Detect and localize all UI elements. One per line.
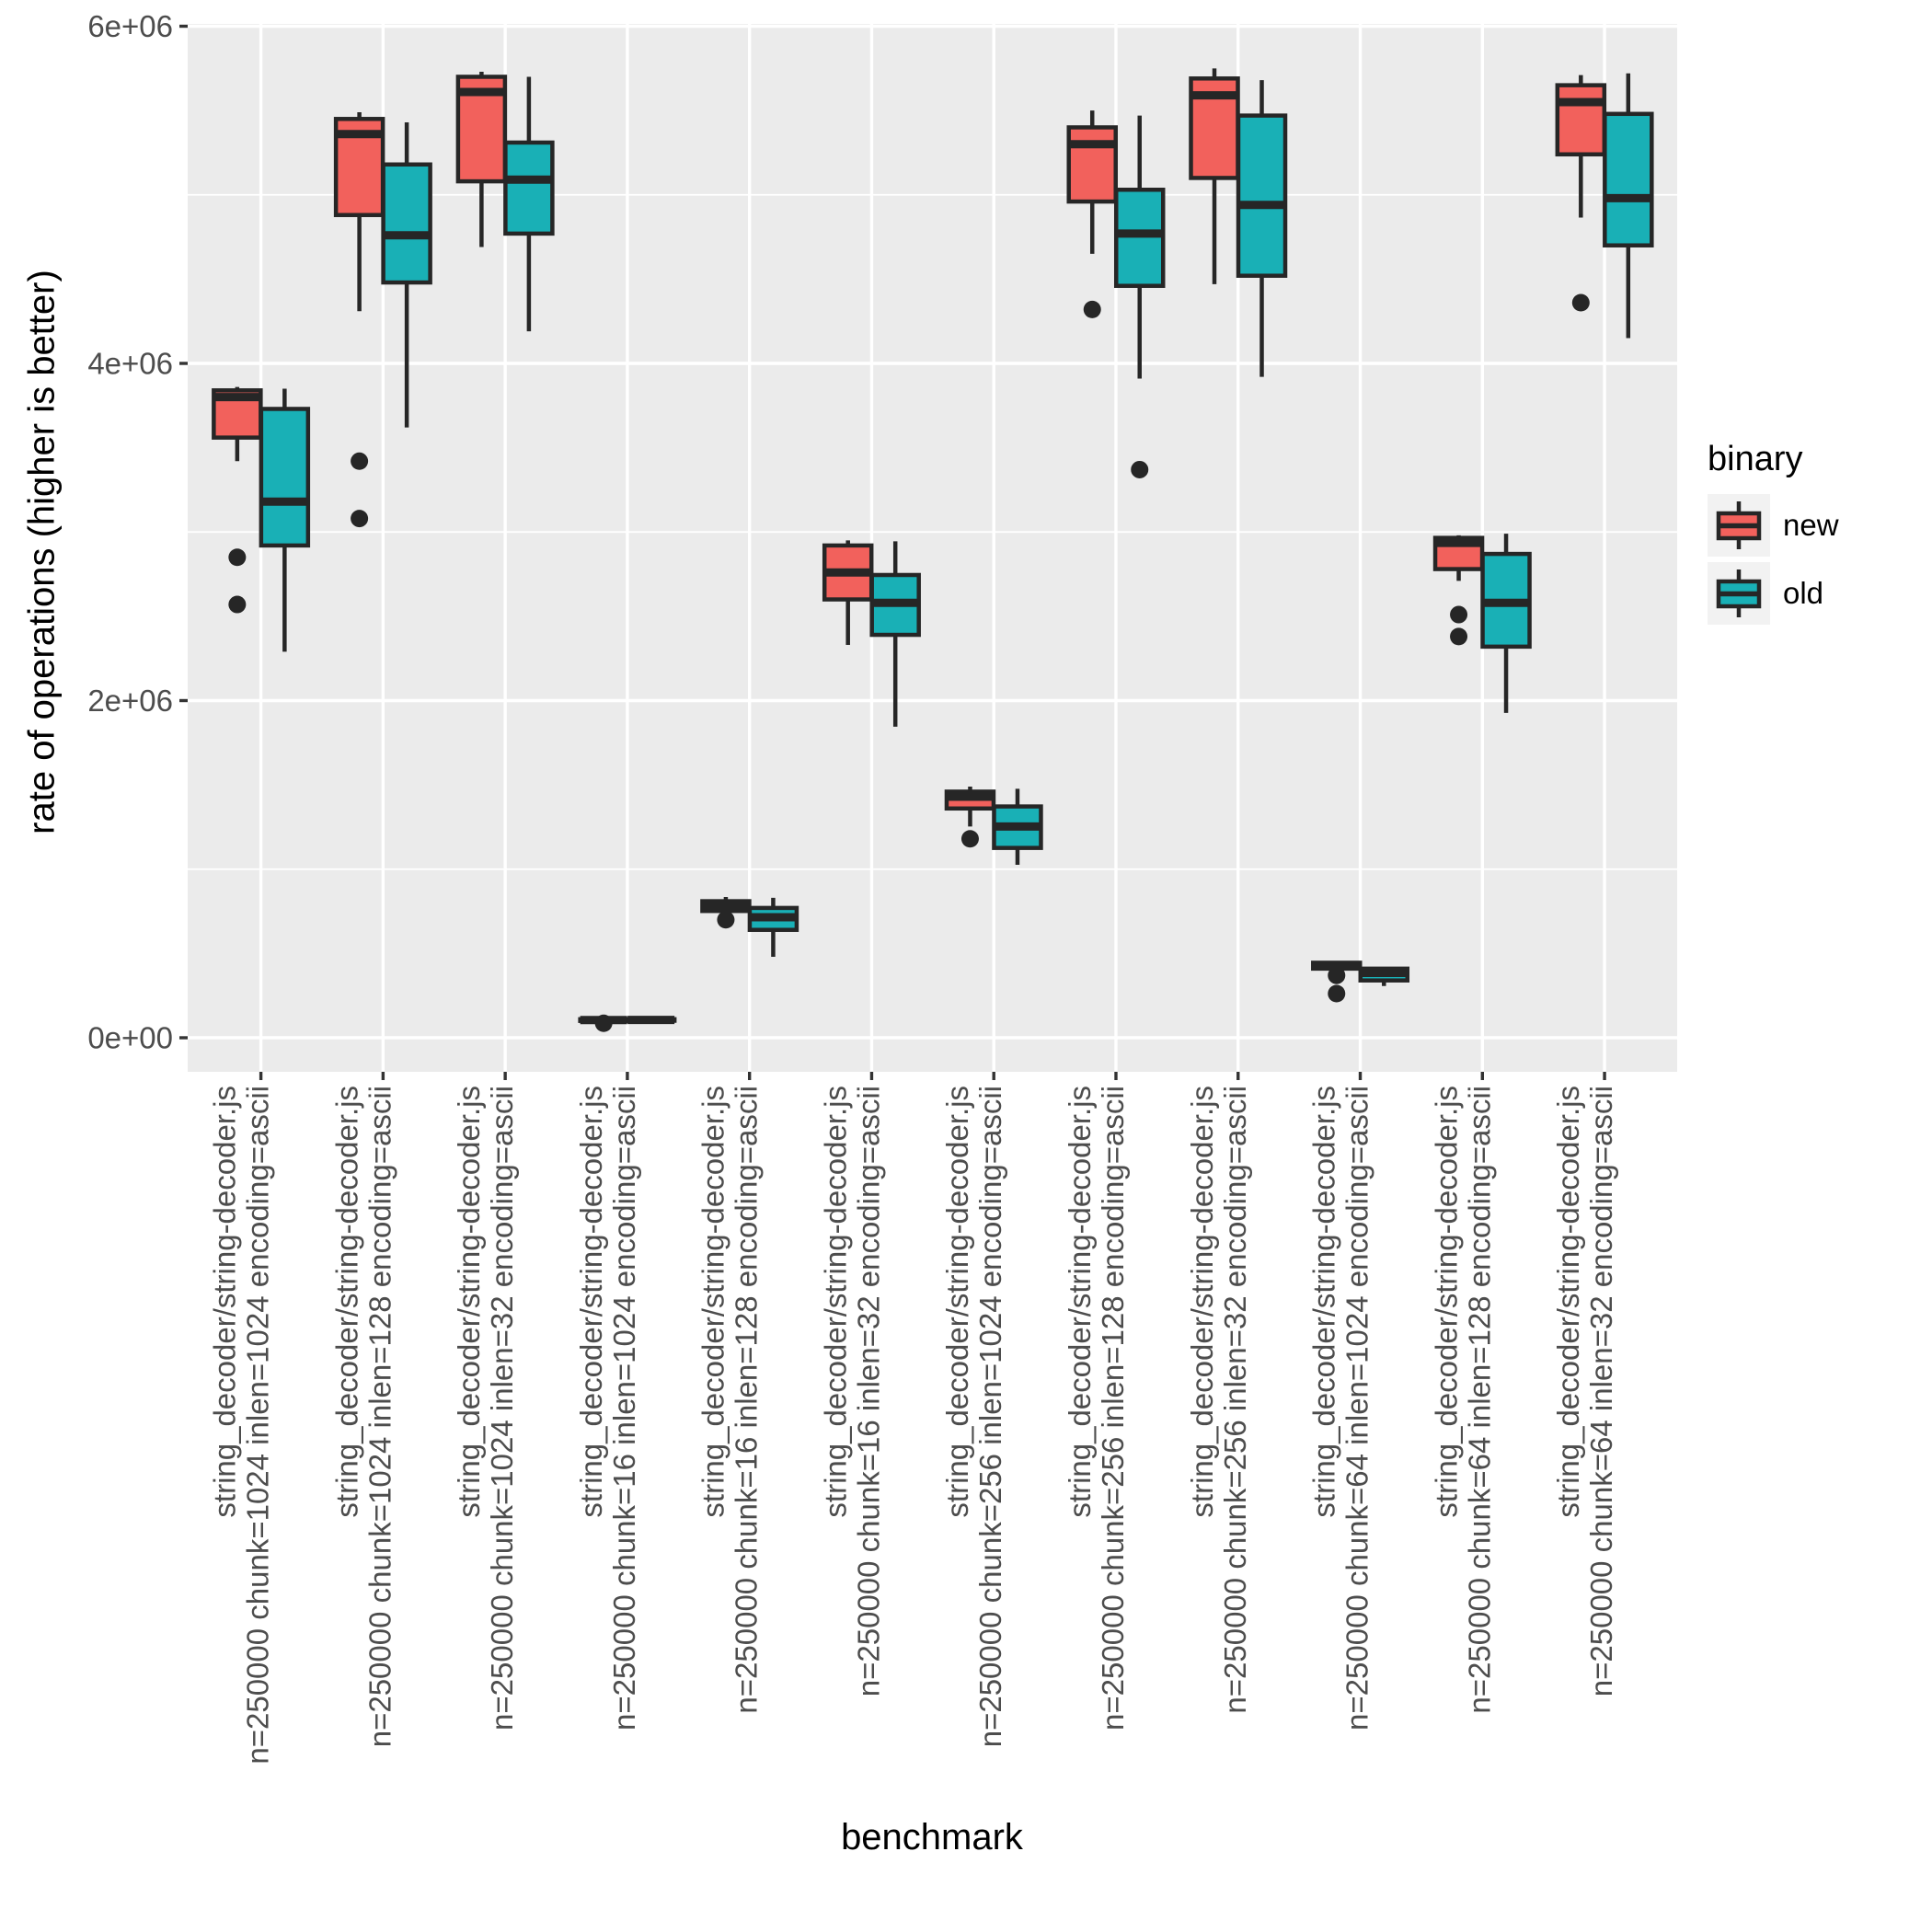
outlier-new-11 — [1450, 627, 1468, 646]
outlier-new-1 — [228, 548, 247, 567]
legend-item-new[interactable]: new — [1708, 494, 1839, 557]
x-tick-label-line1: string_decoder/string-decoder.js — [940, 1086, 974, 1518]
x-tick-label-line1: string_decoder/string-decoder.js — [1551, 1086, 1585, 1518]
legend-label-old: old — [1783, 576, 1824, 610]
outlier-new-12 — [1571, 293, 1590, 312]
x-tick-label-line2: n=250000 chunk=16 inlen=128 encoding=asc… — [730, 1086, 764, 1714]
legend-label-new: new — [1783, 508, 1839, 542]
box-old-12 — [1603, 111, 1654, 247]
x-tick-label-line2: n=250000 chunk=16 inlen=1024 encoding=as… — [607, 1086, 641, 1731]
legend-key-old-boxplot-icon — [1708, 562, 1770, 625]
y-tick-label: 4e+06 — [87, 347, 173, 381]
box-new-8 — [1066, 125, 1118, 204]
outlier-old-8 — [1131, 460, 1149, 478]
box-old-2 — [381, 162, 432, 285]
x-tick-label-line2: n=250000 chunk=256 inlen=1024 encoding=a… — [973, 1086, 1007, 1747]
panel-background — [188, 24, 1677, 1072]
outlier-new-1 — [228, 595, 247, 614]
x-tick-label-line2: n=250000 chunk=64 inlen=1024 encoding=as… — [1340, 1086, 1374, 1731]
outlier-new-11 — [1450, 605, 1468, 624]
outlier-new-2 — [351, 452, 369, 470]
outlier-new-10 — [1328, 966, 1346, 984]
box-old-8 — [1113, 188, 1166, 288]
x-tick-label-line1: string_decoder/string-decoder.js — [1307, 1086, 1341, 1518]
legend-item-old[interactable]: old — [1708, 562, 1839, 625]
x-tick-label-line2: n=250000 chunk=1024 inlen=128 encoding=a… — [362, 1086, 397, 1747]
x-tick-label-line1: string_decoder/string-decoder.js — [1185, 1086, 1219, 1518]
x-tick-label-line1: string_decoder/string-decoder.js — [1063, 1086, 1097, 1518]
x-tick-label-line2: n=250000 chunk=64 inlen=128 encoding=asc… — [1462, 1086, 1496, 1714]
x-tick-label-line1: string_decoder/string-decoder.js — [574, 1086, 608, 1518]
box-new-12 — [1555, 83, 1607, 157]
x-axis-title: benchmark — [841, 1817, 1023, 1857]
x-tick-label-line2: n=250000 chunk=256 inlen=128 encoding=as… — [1096, 1086, 1130, 1731]
x-tick-label-line1: string_decoder/string-decoder.js — [818, 1086, 852, 1518]
outlier-new-8 — [1083, 300, 1101, 318]
outlier-new-10 — [1328, 984, 1346, 1003]
outlier-new-5 — [717, 911, 735, 929]
legend-title: binary — [1708, 440, 1803, 478]
outlier-new-4 — [594, 1014, 613, 1032]
x-tick-label-line1: string_decoder/string-decoder.js — [208, 1086, 242, 1518]
x-tick-label-line2: n=250000 chunk=1024 inlen=1024 encoding=… — [241, 1086, 275, 1765]
x-tick-label-line1: string_decoder/string-decoder.js — [452, 1086, 486, 1518]
x-tick-label-line1: string_decoder/string-decoder.js — [696, 1086, 730, 1518]
x-tick-label-line2: n=250000 chunk=1024 inlen=32 encoding=as… — [485, 1086, 519, 1731]
outlier-new-7 — [960, 830, 979, 848]
legend: binary new old — [1708, 440, 1839, 630]
x-tick-label-line2: n=250000 chunk=16 inlen=32 encoding=asci… — [851, 1086, 885, 1696]
x-tick-label-line2: n=250000 chunk=64 inlen=32 encoding=asci… — [1584, 1086, 1618, 1696]
box-old-1 — [259, 407, 311, 548]
box-old-3 — [503, 140, 555, 236]
legend-key-new-boxplot-icon — [1708, 494, 1770, 557]
outlier-new-2 — [351, 510, 369, 528]
box-old-9 — [1236, 113, 1288, 278]
x-tick-label-line2: n=250000 chunk=256 inlen=32 encoding=asc… — [1218, 1086, 1252, 1714]
x-tick-label-line1: string_decoder/string-decoder.js — [1429, 1086, 1463, 1518]
x-tick-label-line1: string_decoder/string-decoder.js — [329, 1086, 363, 1518]
y-tick-label: 2e+06 — [87, 684, 173, 718]
y-tick-label: 0e+00 — [87, 1021, 173, 1055]
y-axis-title: rate of operations (higher is better) — [21, 270, 63, 834]
y-tick-label: 6e+06 — [87, 9, 173, 43]
